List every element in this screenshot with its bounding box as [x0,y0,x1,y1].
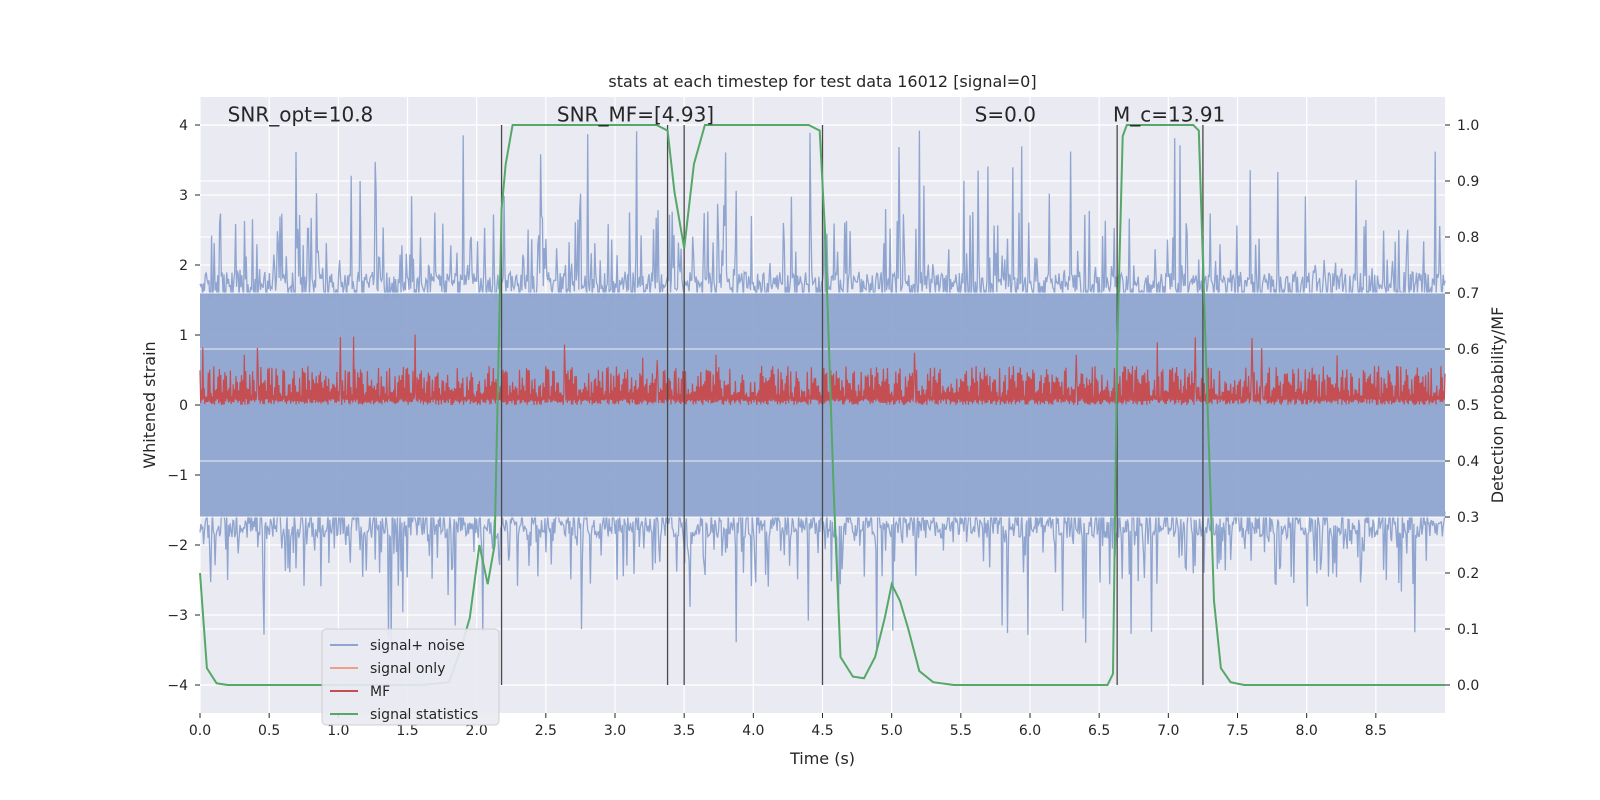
x-tick-label: 8.0 [1296,723,1318,739]
legend-label: MF [370,684,390,700]
x-tick-label: 6.5 [1088,723,1110,739]
x-tick-label: 6.0 [1019,723,1041,739]
y2-tick-label: 0.8 [1457,230,1479,246]
x-tick-label: 1.0 [327,723,349,739]
x-tick-label: 0.5 [258,723,280,739]
y-axis-label: Whitened strain [140,341,159,468]
x-tick-label: 8.5 [1365,723,1387,739]
y-tick-label: 1 [179,328,188,344]
legend: signal+ noise signal only MF signal statist… [321,628,500,726]
y-tick-label: 4 [179,118,188,134]
x-tick-label: 2.5 [535,723,557,739]
y2-tick-label: 0.3 [1457,510,1479,526]
x-tick-label: 4.0 [742,723,764,739]
y2-tick-label: 0.0 [1457,678,1479,694]
legend-box [321,628,500,726]
legend-label: signal+ noise [370,638,465,654]
x-axis-label: Time (s) [789,749,855,768]
y-tick-label: −1 [167,468,188,484]
annotation-s: S=0.0 [975,103,1036,127]
y2-axis-label: Detection probability/MF [1488,307,1507,504]
x-tick-label: 2.0 [466,723,488,739]
y2-tick-label: 0.4 [1457,454,1479,470]
chart-title: stats at each timestep for test data 160… [608,72,1036,91]
annotation-snr-opt: SNR_opt=10.8 [228,103,374,127]
x-tick-label: 4.5 [811,723,833,739]
annotations: SNR_opt=10.8 SNR_MF=[4.93] S=0.0 M_c=13.91 [228,103,1226,127]
y2-tick-label: 0.6 [1457,342,1479,358]
y-tick-label: −2 [167,538,188,554]
annotation-snr-mf: SNR_MF=[4.93] [557,103,714,127]
x-tick-label: 3.5 [673,723,695,739]
y-tick-label: 0 [179,398,188,414]
y2-tick-label: 0.1 [1457,622,1479,638]
annotation-mc: M_c=13.91 [1113,103,1225,127]
y-tick-label: 2 [179,258,188,274]
x-tick-label: 5.0 [881,723,903,739]
y2-tick-label: 0.7 [1457,286,1479,302]
x-tick-label: 1.5 [396,723,418,739]
legend-label: signal statistics [370,707,478,723]
y2-tick-label: 0.9 [1457,174,1479,190]
y2-tick-label: 0.2 [1457,566,1479,582]
axes: 0.0 0.5 1.0 1.5 2.0 2.5 3.0 3.5 4.0 4.5 5.0 5.5 6.0 6… [167,118,1479,739]
x-tick-label: 5.5 [950,723,972,739]
x-tick-label: 7.5 [1226,723,1248,739]
y2-tick-label: 0.5 [1457,398,1479,414]
y-tick-label: 3 [179,188,188,204]
x-tick-label: 7.0 [1157,723,1179,739]
x-tick-label: 3.0 [604,723,626,739]
y-tick-label: −4 [167,678,188,694]
legend-label: signal only [370,661,445,677]
y-tick-label: −3 [167,608,188,624]
x-tick-label: 0.0 [189,723,211,739]
y2-tick-label: 1.0 [1457,118,1479,134]
